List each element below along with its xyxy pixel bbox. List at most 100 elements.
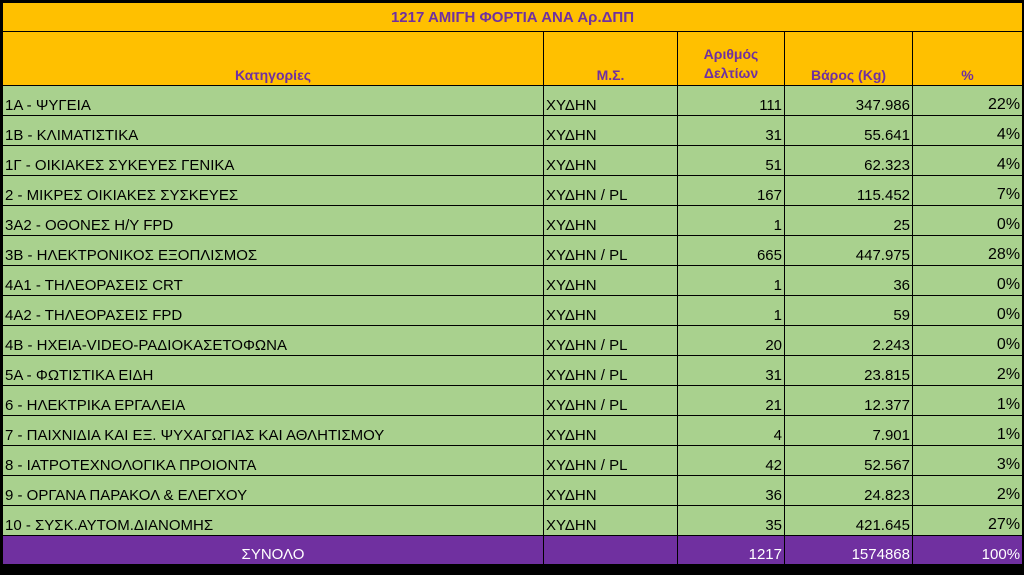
category-cell[interactable]: 3Β - ΗΛΕΚΤΡΟΝΙΚΟΣ ΕΞΟΠΛΙΣΜΟΣ: [2, 235, 544, 266]
weight-cell[interactable]: 347.986: [784, 85, 913, 116]
header-percent[interactable]: %: [911, 31, 1024, 86]
percent-cell[interactable]: 2%: [911, 475, 1024, 506]
ms-cell[interactable]: ΧΥΔΗΝ: [543, 115, 678, 146]
category-cell[interactable]: 6 - ΗΛΕΚΤΡΙΚΑ ΕΡΓΑΛΕΙΑ: [2, 385, 544, 416]
table-body: 1217 ΑΜΙΓΗ ΦΟΡΤΙΑ ΑΝΑ Αρ.ΔΠΠ Κατηγορίες …: [1, 2, 1024, 565]
percent-cell[interactable]: 4%: [911, 145, 1024, 176]
table-row: 2 - ΜΙΚΡΕΣ ΟΙΚΙΑΚΕΣ ΣΥΣΚΕΥΕΣ ΧΥΔΗΝ / PL 16…: [2, 175, 1024, 206]
category-cell[interactable]: 9 - ΟΡΓΑΝΑ ΠΑΡΑΚΟΛ & ΕΛΕΓΧΟΥ: [2, 475, 544, 506]
count-cell[interactable]: 1: [677, 205, 785, 236]
percent-cell[interactable]: 0%: [911, 205, 1024, 236]
data-table: 1217 ΑΜΙΓΗ ΦΟΡΤΙΑ ΑΝΑ Αρ.ΔΠΠ Κατηγορίες …: [1, 2, 1024, 565]
count-cell[interactable]: 167: [677, 175, 785, 206]
weight-cell[interactable]: 55.641: [784, 115, 913, 146]
ms-cell[interactable]: ΧΥΔΗΝ: [543, 475, 678, 506]
header-count[interactable]: Αριθμός Δελτίων: [677, 31, 785, 86]
weight-cell[interactable]: 62.323: [784, 145, 913, 176]
percent-cell[interactable]: 27%: [911, 505, 1024, 536]
category-cell[interactable]: 5Α - ΦΩΤΙΣΤΙΚΑ ΕΙΔΗ: [2, 355, 544, 386]
total-count-cell[interactable]: 1217: [677, 535, 785, 565]
weight-cell[interactable]: 7.901: [784, 415, 913, 446]
category-cell[interactable]: 8 - ΙΑΤΡΟΤΕΧΝΟΛΟΓΙΚΑ ΠΡΟΙΟΝΤΑ: [2, 445, 544, 476]
weight-cell[interactable]: 421.645: [784, 505, 913, 536]
percent-cell[interactable]: 22%: [911, 85, 1024, 116]
weight-cell[interactable]: 25: [784, 205, 913, 236]
category-cell[interactable]: 1Β - ΚΛΙΜΑΤΙΣΤΙΚΑ: [2, 115, 544, 146]
count-cell[interactable]: 665: [677, 235, 785, 266]
count-cell[interactable]: 111: [677, 85, 785, 116]
percent-cell[interactable]: 2%: [911, 355, 1024, 386]
category-cell[interactable]: 10 - ΣΥΣΚ.ΑΥΤΟΜ.ΔΙΑΝΟΜΗΣ: [2, 505, 544, 536]
ms-cell[interactable]: ΧΥΔΗΝ / PL: [543, 385, 678, 416]
ms-cell[interactable]: ΧΥΔΗΝ: [543, 415, 678, 446]
count-cell[interactable]: 42: [677, 445, 785, 476]
ms-cell[interactable]: ΧΥΔΗΝ: [543, 85, 678, 116]
category-cell[interactable]: 7 - ΠΑΙΧΝΙΔΙΑ ΚΑΙ ΕΞ. ΨΥΧΑΓΩΓΙΑΣ ΚΑΙ ΑΘΛ…: [2, 415, 544, 446]
count-cell[interactable]: 20: [677, 325, 785, 356]
ms-cell[interactable]: ΧΥΔΗΝ: [543, 295, 678, 326]
count-cell[interactable]: 21: [677, 385, 785, 416]
weight-cell[interactable]: 447.975: [784, 235, 913, 266]
total-percent-cell[interactable]: 100%: [911, 535, 1024, 565]
count-cell[interactable]: 31: [677, 115, 785, 146]
table-row: 3Β - ΗΛΕΚΤΡΟΝΙΚΟΣ ΕΞΟΠΛΙΣΜΟΣ ΧΥΔΗΝ / PL 66…: [2, 235, 1024, 266]
weight-cell[interactable]: 12.377: [784, 385, 913, 416]
table-row: 9 - ΟΡΓΑΝΑ ΠΑΡΑΚΟΛ & ΕΛΕΓΧΟΥ ΧΥΔΗΝ 36 24.82…: [2, 475, 1024, 506]
category-cell[interactable]: 1Α - ΨΥΓΕΙΑ: [2, 85, 544, 116]
total-ms-cell[interactable]: [543, 535, 678, 565]
ms-cell[interactable]: ΧΥΔΗΝ / PL: [543, 355, 678, 386]
category-cell[interactable]: 4Β - ΗΧΕΙΑ-VIDEO-ΡΑΔΙΟΚΑΣΕΤΟΦΩΝΑ: [2, 325, 544, 356]
weight-cell[interactable]: 24.823: [784, 475, 913, 506]
percent-cell[interactable]: 7%: [911, 175, 1024, 206]
percent-cell[interactable]: 1%: [911, 385, 1024, 416]
ms-cell[interactable]: ΧΥΔΗΝ / PL: [543, 235, 678, 266]
total-label-cell[interactable]: ΣΥΝΟΛΟ: [2, 535, 544, 565]
total-row: ΣΥΝΟΛΟ 1217 1574868 100%: [2, 535, 1024, 565]
count-cell[interactable]: 4: [677, 415, 785, 446]
total-weight-cell[interactable]: 1574868: [784, 535, 913, 565]
ms-cell[interactable]: ΧΥΔΗΝ: [543, 265, 678, 296]
weight-cell[interactable]: 115.452: [784, 175, 913, 206]
percent-cell[interactable]: 4%: [911, 115, 1024, 146]
table-row: 6 - ΗΛΕΚΤΡΙΚΑ ΕΡΓΑΛΕΙΑ ΧΥΔΗΝ / PL 21 12.377…: [2, 385, 1024, 416]
table-title[interactable]: 1217 ΑΜΙΓΗ ΦΟΡΤΙΑ ΑΝΑ Αρ.ΔΠΠ: [1, 2, 1024, 32]
weight-cell[interactable]: 36: [784, 265, 913, 296]
category-cell[interactable]: 4Α1 - ΤΗΛΕΟΡΑΣΕΙΣ CRT: [2, 265, 544, 296]
count-cell[interactable]: 51: [677, 145, 785, 176]
table-row: 4Α2 - ΤΗΛΕΟΡΑΣΕΙΣ FPD ΧΥΔΗΝ 1 59 0%: [2, 295, 1024, 326]
ms-cell[interactable]: ΧΥΔΗΝ / PL: [543, 445, 678, 476]
percent-cell[interactable]: 28%: [911, 235, 1024, 266]
percent-cell[interactable]: 3%: [911, 445, 1024, 476]
percent-cell[interactable]: 0%: [911, 265, 1024, 296]
percent-cell[interactable]: 0%: [911, 295, 1024, 326]
count-cell[interactable]: 31: [677, 355, 785, 386]
weight-cell[interactable]: 52.567: [784, 445, 913, 476]
table-row: 7 - ΠΑΙΧΝΙΔΙΑ ΚΑΙ ΕΞ. ΨΥΧΑΓΩΓΙΑΣ ΚΑΙ ΑΘΛ…: [2, 415, 1024, 446]
category-cell[interactable]: 3Α2 - ΟΘΟΝΕΣ Η/Υ FPD: [2, 205, 544, 236]
table-row: 10 - ΣΥΣΚ.ΑΥΤΟΜ.ΔΙΑΝΟΜΗΣ ΧΥΔΗΝ 35 421.645 27…: [2, 505, 1024, 536]
count-cell[interactable]: 36: [677, 475, 785, 506]
table-row: 1Β - ΚΛΙΜΑΤΙΣΤΙΚΑ ΧΥΔΗΝ 31 55.641 4%: [2, 115, 1024, 146]
percent-cell[interactable]: 1%: [911, 415, 1024, 446]
percent-cell[interactable]: 0%: [911, 325, 1024, 356]
category-cell[interactable]: 1Γ - ΟΙΚΙΑΚΕΣ ΣΥΚΕΥΕΣ ΓΕΝΙΚΑ: [2, 145, 544, 176]
category-cell[interactable]: 2 - ΜΙΚΡΕΣ ΟΙΚΙΑΚΕΣ ΣΥΣΚΕΥΕΣ: [2, 175, 544, 206]
header-ms[interactable]: Μ.Σ.: [543, 31, 678, 86]
weight-cell[interactable]: 23.815: [784, 355, 913, 386]
count-cell[interactable]: 1: [677, 295, 785, 326]
weight-cell[interactable]: 59: [784, 295, 913, 326]
header-weight[interactable]: Βάρος (Kg): [784, 31, 913, 86]
ms-cell[interactable]: ΧΥΔΗΝ: [543, 145, 678, 176]
ms-cell[interactable]: ΧΥΔΗΝ: [543, 205, 678, 236]
count-cell[interactable]: 1: [677, 265, 785, 296]
ms-cell[interactable]: ΧΥΔΗΝ: [543, 505, 678, 536]
header-row: Κατηγορίες Μ.Σ. Αριθμός Δελτίων Βάρος (K…: [2, 31, 1024, 86]
table-row: 8 - ΙΑΤΡΟΤΕΧΝΟΛΟΓΙΚΑ ΠΡΟΙΟΝΤΑ ΧΥΔΗΝ / PL 4…: [2, 445, 1024, 476]
ms-cell[interactable]: ΧΥΔΗΝ / PL: [543, 325, 678, 356]
ms-cell[interactable]: ΧΥΔΗΝ / PL: [543, 175, 678, 206]
count-cell[interactable]: 35: [677, 505, 785, 536]
weight-cell[interactable]: 2.243: [784, 325, 913, 356]
category-cell[interactable]: 4Α2 - ΤΗΛΕΟΡΑΣΕΙΣ FPD: [2, 295, 544, 326]
header-category[interactable]: Κατηγορίες: [2, 31, 544, 86]
